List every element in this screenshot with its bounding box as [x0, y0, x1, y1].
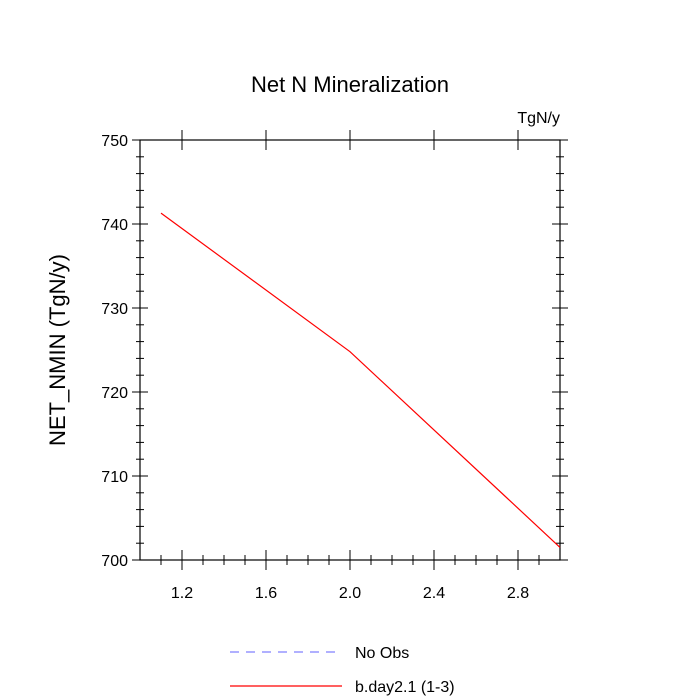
y-tick-label: 710: [101, 469, 128, 486]
series-lines: [160, 212, 561, 548]
x-tick-label: 1.2: [171, 585, 193, 602]
axes: [139, 139, 561, 561]
y-tick-label: 740: [101, 217, 128, 234]
chart-title: Net N Mineralization: [251, 72, 449, 97]
y-axis-label: NET_NMIN (TgN/y): [45, 254, 70, 446]
legend-label: No Obs: [355, 645, 409, 662]
tick-marks: [132, 130, 568, 570]
x-tick-labels: 1.2 1.6 2.0 2.4 2.8: [171, 585, 529, 602]
y-tick-label: 720: [101, 385, 128, 402]
legend: No Obs b.day2.1 (1-3): [230, 645, 455, 696]
x-tick-label: 1.6: [255, 585, 277, 602]
x-tick-label: 2.4: [423, 585, 445, 602]
y-tick-label: 750: [101, 133, 128, 150]
x-tick-label: 2.0: [339, 585, 361, 602]
series-line: [160, 212, 561, 548]
y-tick-labels: 700 710 720 730 740 750: [101, 133, 128, 570]
plot-frame: [139, 139, 561, 561]
legend-label: b.day2.1 (1-3): [355, 679, 455, 696]
units-label: TgN/y: [517, 110, 560, 127]
y-tick-label: 700: [101, 553, 128, 570]
y-tick-label: 730: [101, 301, 128, 318]
x-tick-label: 2.8: [507, 585, 529, 602]
